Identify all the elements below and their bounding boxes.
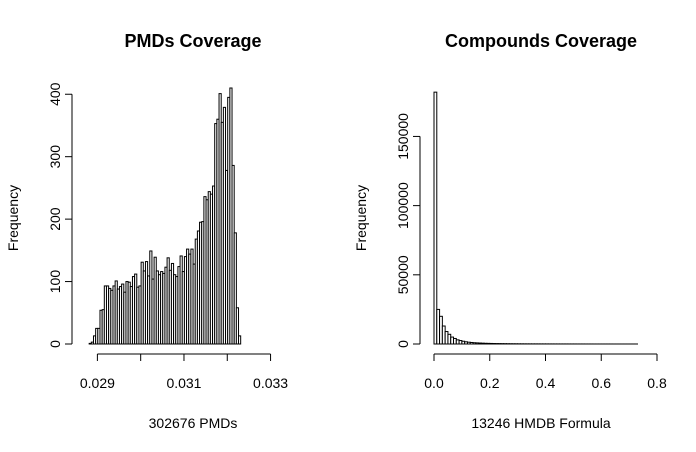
chart-title: PMDs Coverage xyxy=(124,31,261,51)
y-tick-label: 0 xyxy=(395,340,411,348)
histogram-bar xyxy=(238,335,242,345)
y-tick-label: 100000 xyxy=(395,182,411,229)
panel-compounds-coverage: Compounds Coverage Frequency 13246 HMDB … xyxy=(353,31,667,431)
x-tick-label: 0.6 xyxy=(592,375,612,391)
histogram-bar xyxy=(433,91,438,345)
y-axis-label: Frequency xyxy=(353,185,369,251)
y-tick-label: 400 xyxy=(47,82,63,106)
histogram-bars xyxy=(88,87,242,345)
y-axis-label: Frequency xyxy=(5,185,21,251)
y-tick-label: 0 xyxy=(47,340,63,348)
x-axis: 0.0 0.2 0.4 0.6 0.8 xyxy=(424,353,667,391)
y-tick-label: 300 xyxy=(47,145,63,169)
x-axis-label: 13246 HMDB Formula xyxy=(471,415,610,431)
x-tick-label: 0.029 xyxy=(80,375,115,391)
x-tick-label: 0.8 xyxy=(647,375,667,391)
x-tick-label: 0.4 xyxy=(536,375,556,391)
y-tick-label: 150000 xyxy=(395,113,411,160)
histogram-bar xyxy=(235,307,240,345)
y-axis: 0 50000 100000 150000 xyxy=(395,113,421,348)
x-tick-label: 0.2 xyxy=(480,375,500,391)
y-axis: 0 100 200 300 400 xyxy=(47,82,73,348)
x-axis-label: 302676 PMDs xyxy=(149,415,238,431)
histogram-bar xyxy=(233,232,237,345)
chart-title: Compounds Coverage xyxy=(445,31,637,51)
x-tick-label: 0.031 xyxy=(166,375,201,391)
y-tick-label: 100 xyxy=(47,270,63,294)
panel-pmds-coverage: PMDs Coverage Frequency 302676 PMDs 0 100… xyxy=(5,31,288,431)
x-tick-label: 0.033 xyxy=(253,375,288,391)
histogram-bars xyxy=(433,91,638,345)
x-axis: 0.029 0.031 0.033 xyxy=(80,353,288,391)
x-tick-label: 0.0 xyxy=(424,375,444,391)
y-tick-label: 200 xyxy=(47,207,63,231)
y-tick-label: 50000 xyxy=(395,255,411,294)
